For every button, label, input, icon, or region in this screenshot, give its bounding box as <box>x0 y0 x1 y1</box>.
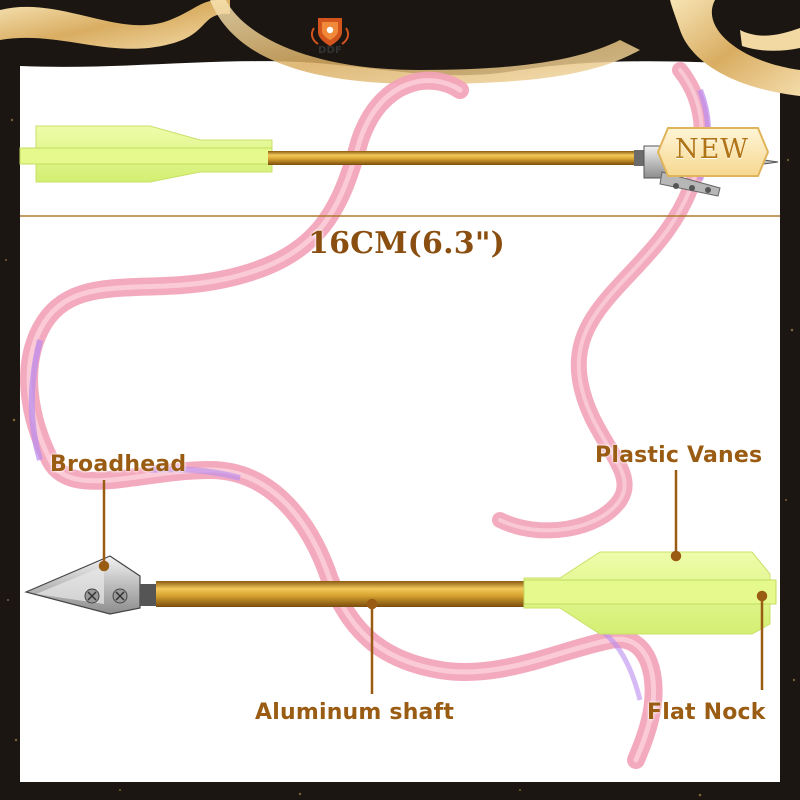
bottom-arrow <box>24 551 777 635</box>
aluminum-shaft-label: Aluminum shaft <box>255 700 455 725</box>
border-sparkles <box>5 118 796 797</box>
shield-crest-icon <box>310 18 350 46</box>
broadhead-label: Broadhead <box>50 452 187 477</box>
gold-ribbon-left <box>0 0 230 49</box>
gold-ribbon-right-fold <box>740 28 800 51</box>
flat-nock-label: Flat Nock <box>647 700 766 725</box>
brand-name: DDF <box>318 45 343 56</box>
plastic-vanes-label: Plastic Vanes <box>595 443 763 468</box>
gold-ribbon-top <box>210 0 640 84</box>
gold-ribbon-right <box>670 0 800 96</box>
new-badge-label: NEW <box>674 134 750 165</box>
dimension-label: 16CM(6.3") <box>308 226 506 261</box>
callout-leaders <box>98 470 768 694</box>
new-badge-icon <box>656 127 770 177</box>
